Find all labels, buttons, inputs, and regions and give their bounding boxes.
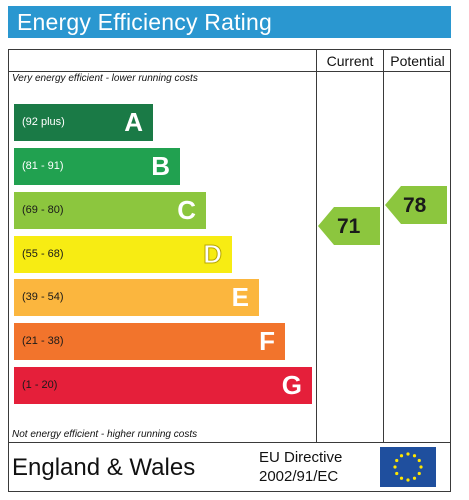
eu-star-icon (395, 471, 399, 476)
eu-flag-icon (380, 447, 436, 487)
page-title: Energy Efficiency Rating (17, 9, 272, 35)
top-note: Very energy efficient - lower running co… (12, 73, 198, 84)
eu-star-icon (395, 458, 399, 463)
band-range-label: (81 - 91) (22, 160, 64, 172)
band-letter: E (231, 282, 249, 312)
current-rating-arrow (318, 207, 380, 245)
footer-divider (8, 442, 451, 443)
band-f: (21 - 38) F (14, 323, 285, 360)
band-range-label: (1 - 20) (22, 379, 58, 391)
eu-star-icon (417, 471, 421, 476)
band-letter: B (151, 151, 170, 181)
band-e: (39 - 54) E (14, 279, 259, 316)
eu-directive-line2: 2002/91/EC (259, 468, 339, 485)
eu-star-icon (406, 478, 410, 482)
eu-directive: EU Directive 2002/91/EC (259, 448, 342, 486)
potential-column-divider (383, 49, 384, 442)
eu-star-icon (412, 476, 417, 480)
band-range-label: (69 - 80) (22, 204, 64, 216)
band-range-label: (55 - 68) (22, 248, 64, 260)
eu-star-icon (419, 465, 423, 469)
band-g: (1 - 20) G (14, 367, 312, 404)
current-rating-value: 71 (337, 215, 361, 238)
potential-rating-arrow (385, 186, 447, 224)
title-bar: Energy Efficiency Rating (8, 6, 451, 38)
band-range-label: (21 - 38) (22, 335, 64, 347)
band-range-label: (39 - 54) (22, 291, 64, 303)
band-range-label: (92 plus) (22, 116, 65, 128)
band-d: (55 - 68) D (14, 236, 232, 273)
band-letter: A (124, 107, 143, 137)
band-a: (92 plus) A (14, 104, 153, 141)
eu-star-icon (412, 454, 417, 458)
eu-star-icon (399, 476, 404, 480)
band-b: (81 - 91) B (14, 148, 180, 185)
band-c: (69 - 80) C (14, 192, 206, 229)
band-letter: C (177, 195, 196, 225)
eu-star-icon (417, 458, 421, 463)
current-column-divider (316, 49, 317, 442)
eu-directive-line1: EU Directive (259, 449, 343, 466)
potential-rating-value: 78 (403, 194, 427, 217)
potential-column-header: Potential (390, 53, 445, 69)
eu-star-icon (406, 452, 410, 456)
bottom-note: Not energy efficient - higher running co… (12, 429, 198, 440)
region-label: England & Wales (12, 454, 196, 481)
eu-star-icon (399, 454, 404, 458)
band-letter: D (203, 239, 223, 270)
band-letter: G (281, 370, 302, 400)
header-divider (8, 71, 451, 72)
rating-frame (8, 49, 451, 492)
band-letter: F (259, 326, 275, 356)
eu-star-icon (393, 465, 397, 469)
current-column-header: Current (326, 53, 374, 69)
